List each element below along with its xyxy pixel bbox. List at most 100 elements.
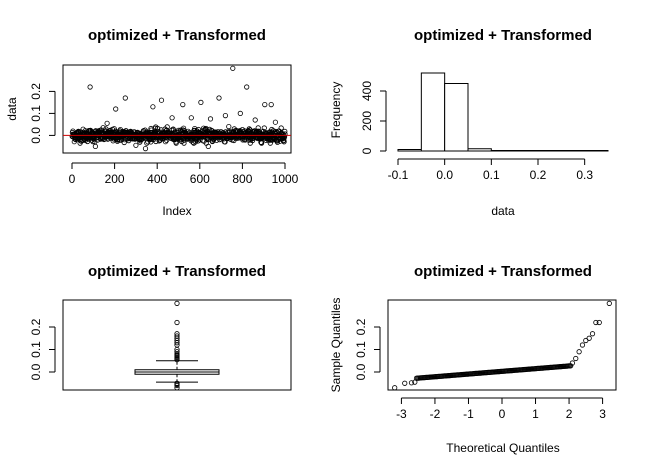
qq-point: [392, 385, 398, 391]
qq-x-tick-label: 1: [532, 407, 539, 421]
scatter-title: optimized + Transformed: [88, 27, 266, 44]
box-outlier: [174, 385, 180, 391]
scatter-point: [268, 102, 274, 108]
scatter-x-axis: 0 200 400 600 800 1000: [69, 162, 299, 186]
qq-title: optimized + Transformed: [414, 263, 592, 280]
hist-bar: [444, 83, 469, 152]
scatter-point: [142, 146, 149, 152]
box-outlier: [174, 331, 180, 337]
scatter-x-tick-label: 600: [190, 172, 210, 186]
box-outlier: [174, 349, 180, 355]
qq-x-tick-label: 0: [499, 407, 506, 421]
hist-y-tick-label: 400: [360, 81, 374, 101]
scatter-xlabel: Index: [162, 204, 191, 218]
qq-xlabel: Theoretical Quantiles: [446, 441, 559, 455]
scatter-point: [207, 116, 214, 122]
scatter-point: [150, 104, 156, 110]
scatter-point: [205, 143, 211, 149]
panel-boxplot: optimized + Transformed 0.0 0.1 0.2: [29, 263, 292, 391]
scatter-point: [226, 124, 232, 130]
hist-bar: [560, 150, 586, 152]
hist-bar: [537, 150, 562, 152]
hist-title: optimized + Transformed: [414, 27, 592, 44]
qq-point: [412, 379, 418, 385]
qq-point: [606, 300, 612, 306]
qq-frame: [387, 299, 617, 391]
box-title: optimized + Transformed: [88, 263, 266, 280]
scatter-point: [181, 140, 187, 146]
qq-point: [593, 319, 599, 326]
hist-x-tick-label: 0.3: [576, 168, 593, 182]
scatter-x-tick-label: 1000: [272, 172, 299, 186]
scatter-point: [262, 102, 268, 108]
scatter-points: [69, 65, 288, 152]
qq-point: [586, 335, 592, 341]
qq-x-tick-label: 2: [566, 407, 573, 421]
qq-x-axis: -3 -2 -1 0 1 2 3: [396, 397, 606, 421]
hist-x-tick-label: -0.1: [388, 168, 409, 182]
hist-y-axis: 0 200 400: [360, 81, 387, 154]
scatter-ylabel: data: [5, 97, 19, 121]
hist-bars: [397, 72, 609, 152]
qq-x-tick-label: -3: [396, 407, 407, 421]
qq-points: [392, 300, 612, 391]
scatter-point: [252, 117, 258, 123]
box-marks: [134, 300, 220, 391]
hist-bar: [514, 150, 539, 152]
qq-ylabel: Sample Quantiles: [329, 298, 343, 393]
scatter-point: [244, 84, 250, 90]
scatter-point: [133, 142, 139, 148]
hist-bar: [397, 149, 422, 152]
qq-point: [569, 360, 576, 366]
hist-bar: [490, 150, 516, 152]
box-outlier: [174, 333, 180, 339]
scatter-point: [113, 106, 119, 112]
hist-x-tick-label: 0.0: [436, 168, 453, 182]
scatter-point: [198, 99, 204, 106]
scatter-point: [278, 125, 284, 131]
scatter-point: [230, 65, 236, 71]
qq-point: [573, 355, 579, 362]
qq-x-tick-label: 3: [599, 407, 606, 421]
box-outlier: [174, 382, 180, 389]
scatter-point: [173, 140, 179, 146]
box-outlier: [174, 319, 180, 326]
scatter-point: [180, 102, 186, 108]
hist-x-axis: -0.1 0.0 0.1 0.2 0.3: [388, 158, 593, 182]
hist-ylabel: Frequency: [329, 82, 343, 139]
scatter-point: [122, 95, 128, 101]
scatter-point: [222, 113, 228, 119]
qq-y-tick-label: 0.1: [354, 341, 368, 358]
box-y-tick-label: 0.2: [29, 318, 43, 335]
panel-scatter: optimized + Transformed 0 200 400 600 800 100…: [5, 27, 299, 218]
scatter-y-tick-label: 0.1: [29, 105, 43, 122]
scatter-x-tick-label: 400: [147, 172, 167, 186]
scatter-frame: [62, 64, 292, 154]
hist-xlabel: data: [491, 204, 515, 218]
scatter-point: [169, 115, 175, 121]
scatter-point: [87, 84, 93, 90]
panel-histogram: optimized + Transformed -0.1 0.0 0.1 0.2 0.3…: [329, 27, 609, 218]
scatter-point: [216, 95, 222, 101]
hist-y-tick-label: 200: [360, 111, 374, 131]
qq-point: [576, 349, 582, 355]
qq-point: [568, 363, 574, 369]
qq-point: [408, 380, 415, 386]
scatter-point: [237, 110, 243, 117]
scatter-point: [282, 128, 288, 134]
scatter-point: [158, 97, 165, 103]
scatter-point: [188, 115, 194, 121]
qq-y-axis: 0.0 0.1 0.2: [354, 318, 381, 380]
qq-point: [579, 342, 586, 348]
scatter-x-tick-label: 200: [105, 172, 125, 186]
hist-x-tick-label: 0.2: [530, 168, 547, 182]
scatter-point: [121, 139, 127, 146]
scatter-point: [282, 131, 288, 137]
scatter-y-axis: 0.0 0.1 0.2: [29, 83, 56, 144]
scatter-point: [164, 124, 170, 130]
panel-qq: optimized + Transformed -3 -2 -1 0 1 2 3 0.00.…: [329, 263, 617, 455]
hist-x-tick-label: 0.1: [483, 168, 500, 182]
scatter-x-tick-label: 0: [69, 172, 76, 186]
scatter-point: [92, 143, 99, 149]
scatter-y-tick-label: 0.2: [29, 83, 43, 100]
